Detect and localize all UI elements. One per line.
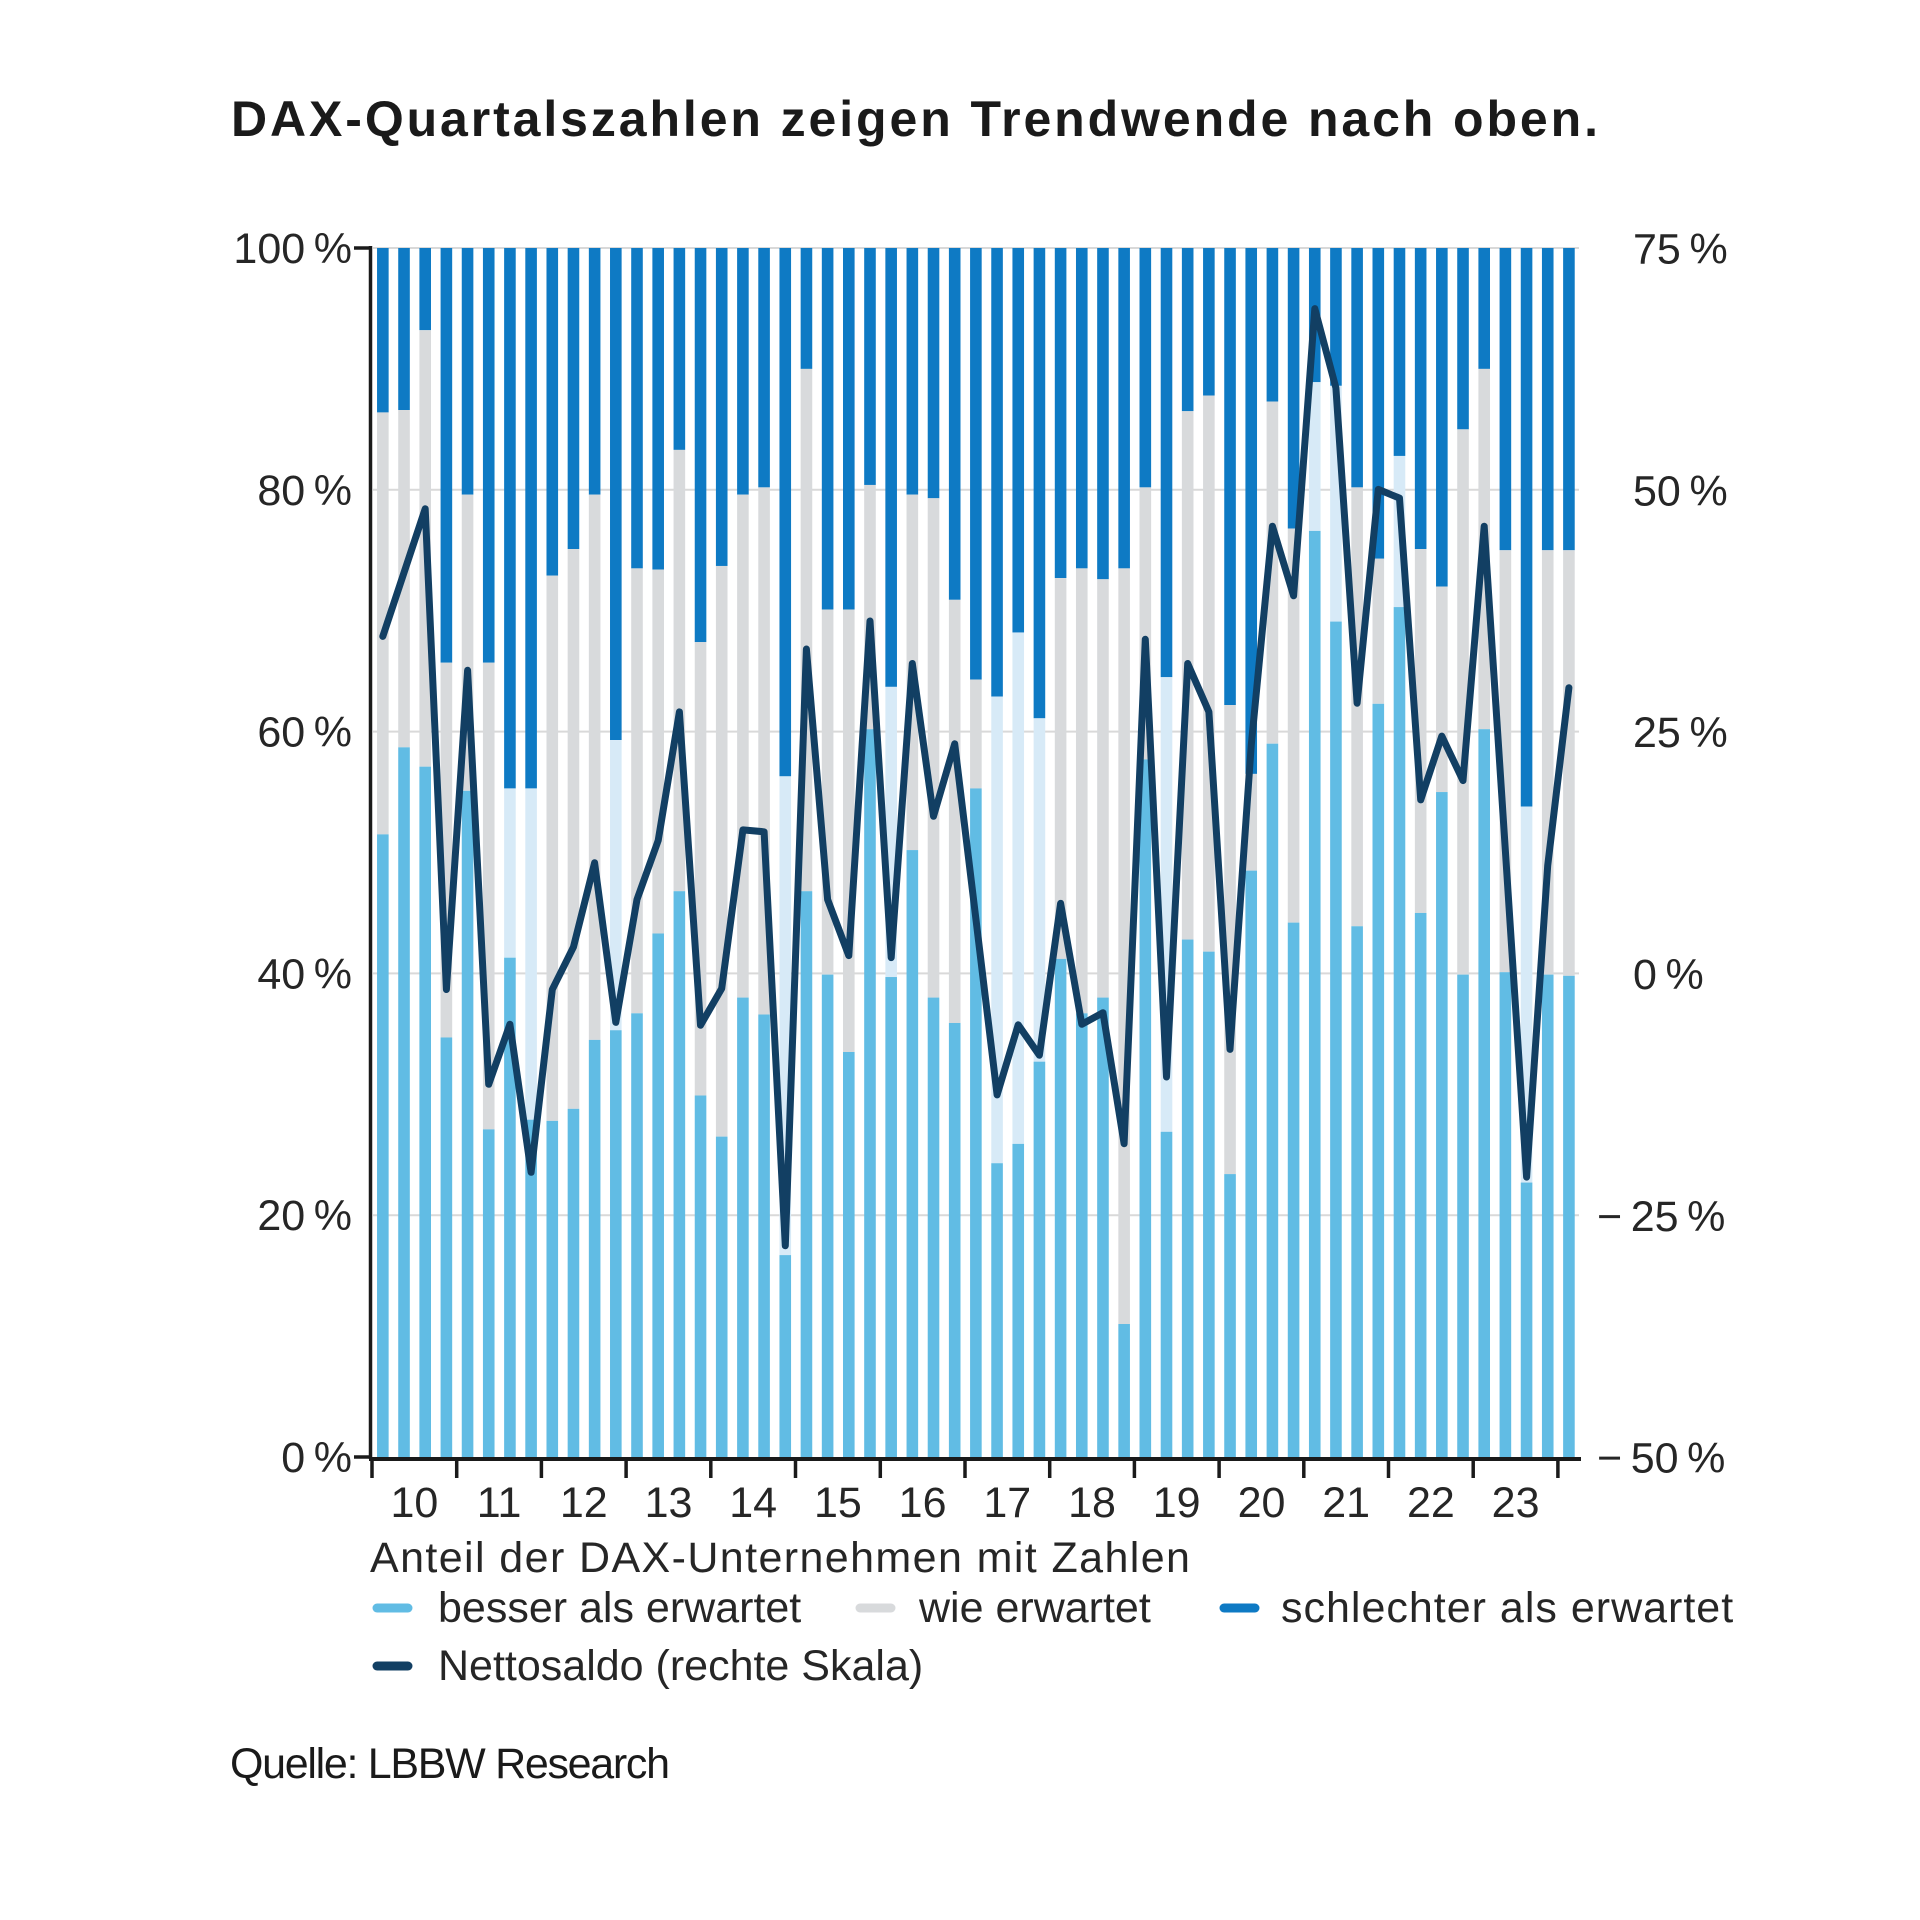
svg-text:18: 18 — [1068, 1479, 1116, 1527]
svg-text:22: 22 — [1407, 1479, 1455, 1527]
svg-text:− 25 %: − 25 % — [1597, 1193, 1725, 1241]
svg-text:100 %: 100 % — [233, 225, 352, 273]
svg-text:14: 14 — [729, 1479, 777, 1527]
svg-text:Anteil der DAX-Unternehmen mit: Anteil der DAX-Unternehmen mit Zahlen — [370, 1534, 1191, 1582]
svg-text:50 %: 50 % — [1633, 467, 1728, 515]
svg-text:19: 19 — [1153, 1479, 1201, 1527]
svg-text:23: 23 — [1492, 1479, 1540, 1527]
svg-text:15: 15 — [814, 1479, 862, 1527]
svg-text:11: 11 — [477, 1479, 522, 1527]
svg-text:besser als erwartet: besser als erwartet — [438, 1584, 801, 1632]
svg-text:− 50 %: − 50 % — [1597, 1435, 1725, 1483]
svg-text:20: 20 — [1238, 1479, 1286, 1527]
svg-text:0 %: 0 % — [1633, 951, 1704, 999]
svg-text:17: 17 — [983, 1479, 1031, 1527]
svg-text:21: 21 — [1322, 1479, 1370, 1527]
svg-text:75 %: 75 % — [1633, 226, 1728, 274]
svg-text:80 %: 80 % — [257, 467, 352, 515]
svg-text:20 %: 20 % — [257, 1192, 352, 1240]
svg-text:Nettosaldo (rechte Skala): Nettosaldo (rechte Skala) — [438, 1642, 923, 1690]
svg-text:10: 10 — [390, 1479, 438, 1527]
svg-text:60 %: 60 % — [257, 709, 352, 757]
svg-text:12: 12 — [560, 1479, 608, 1527]
svg-text:16: 16 — [899, 1479, 947, 1527]
svg-text:13: 13 — [645, 1479, 693, 1527]
svg-text:Quelle: LBBW Research: Quelle: LBBW Research — [230, 1740, 669, 1788]
svg-text:DAX-Quartalszahlen zeigen Tren: DAX-Quartalszahlen zeigen Trendwende nac… — [231, 91, 1601, 147]
svg-text:25 %: 25 % — [1633, 709, 1728, 757]
svg-text:schlechter als erwartet: schlechter als erwartet — [1281, 1584, 1734, 1632]
svg-text:40 %: 40 % — [257, 950, 352, 998]
svg-text:0 %: 0 % — [281, 1434, 352, 1482]
svg-text:wie erwartet: wie erwartet — [918, 1584, 1151, 1632]
